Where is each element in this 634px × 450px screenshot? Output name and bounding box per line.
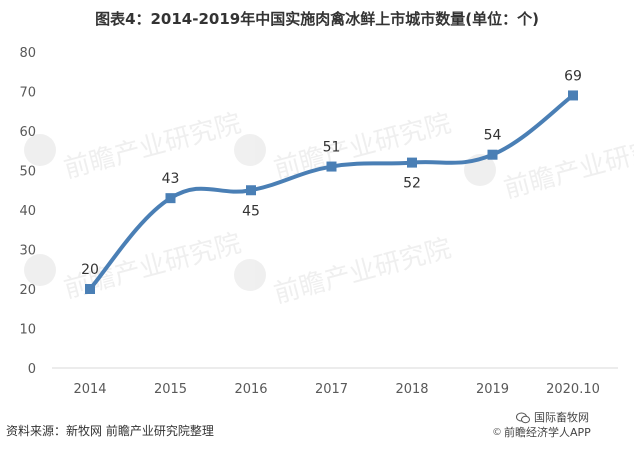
x-tick-labels: 2014 2015 2016 2017 2018 2019 2020.10 [73, 382, 599, 397]
x-tick-label: 2017 [315, 382, 348, 397]
x-tick-label: 2016 [234, 382, 267, 397]
svg-text:前瞻产业研究院: 前瞻产业研究院 [271, 109, 455, 185]
data-label: 45 [242, 203, 260, 219]
wechat-icon [516, 412, 530, 423]
data-label: 69 [564, 68, 582, 84]
data-label: 52 [403, 176, 421, 192]
y-tick-label: 80 [19, 46, 36, 61]
data-point-marker [407, 157, 417, 168]
data-label: 20 [81, 262, 99, 278]
data-point-marker [326, 161, 337, 172]
y-tick-label: 30 [19, 244, 36, 259]
x-tick-label: 2015 [154, 382, 187, 397]
data-point-marker [85, 284, 95, 294]
data-point-marker [487, 149, 498, 160]
y-tick-label: 50 [19, 165, 36, 180]
brand-app: 前瞻经济学人APP [504, 426, 591, 439]
y-tick-label: 70 [19, 86, 36, 101]
brand-footer: 国际畜牧网 © 前瞻经济学人APP [492, 410, 634, 440]
qianzhan-logo-icon: © [492, 427, 502, 438]
brand-name: 国际畜牧网 [534, 411, 589, 424]
data-point-marker [246, 185, 256, 196]
svg-text:前瞻产业研究院: 前瞻产业研究院 [61, 109, 245, 185]
watermark: 前瞻产业研究院 [234, 109, 454, 185]
data-point-marker [568, 90, 578, 101]
x-tick-label: 2014 [73, 382, 106, 397]
y-tick-label: 10 [19, 323, 36, 338]
y-tick-label: 0 [28, 362, 36, 377]
watermark: 前瞻产业研究院 [24, 229, 244, 305]
x-tick-label: 2018 [395, 382, 428, 397]
y-tick-label: 60 [19, 125, 36, 140]
watermark: 前瞻产业研究院 [24, 109, 244, 185]
data-label: 51 [323, 140, 341, 156]
y-tick-label: 20 [19, 283, 36, 298]
chart-title: 图表4：2014-2019年中国实施肉禽冰鲜上市城市数量(单位：个) [95, 10, 539, 28]
x-tick-label: 2020.10 [546, 382, 600, 397]
data-label: 43 [162, 171, 180, 187]
y-tick-labels: 0 10 20 30 40 50 60 70 80 [19, 46, 36, 377]
watermark: 前瞻产业研究院 [234, 234, 454, 310]
data-markers [85, 90, 578, 294]
source-note: 资料来源：新牧网 前瞻产业研究院整理 [6, 424, 214, 438]
x-tick-label: 2019 [476, 382, 509, 397]
y-tick-label: 40 [19, 204, 36, 219]
data-labels: 20 43 45 51 52 54 69 [81, 68, 582, 278]
svg-text:前瞻产业研究院: 前瞻产业研究院 [271, 234, 455, 310]
data-label: 54 [484, 128, 502, 144]
data-point-marker [165, 193, 176, 204]
